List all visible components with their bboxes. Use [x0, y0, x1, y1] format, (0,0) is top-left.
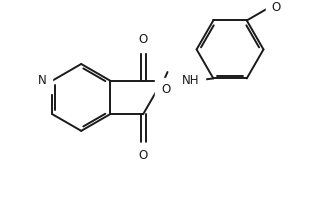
Text: N: N [38, 74, 46, 87]
Text: O: O [271, 1, 280, 14]
Text: O: O [139, 149, 148, 162]
Text: O: O [139, 33, 148, 46]
Text: O: O [161, 83, 170, 96]
Text: NH: NH [182, 74, 200, 87]
